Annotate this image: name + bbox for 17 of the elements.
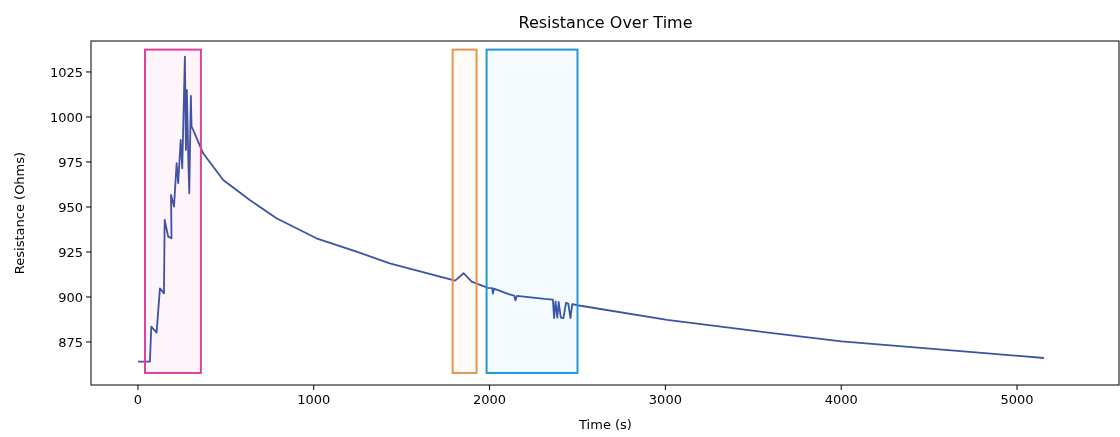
y-tick-label: 900 <box>58 289 83 305</box>
y-tick-label: 1000 <box>49 109 83 125</box>
x-tick-label: 5000 <box>1000 392 1034 407</box>
chart-title: Resistance Over Time <box>518 13 693 32</box>
x-tick-label: 2000 <box>473 392 507 407</box>
y-tick-label: 875 <box>58 334 83 350</box>
x-axis-title: Time (s) <box>578 417 632 432</box>
x-tick-label: 3000 <box>648 392 682 407</box>
y-tick-label: 975 <box>58 154 83 170</box>
x-tick-label: 0 <box>133 392 143 407</box>
y-tick-label: 925 <box>58 244 83 260</box>
x-tick-label: 1000 <box>297 392 331 407</box>
y-tick-label: 1025 <box>49 64 83 80</box>
y-tick-label: 950 <box>58 199 83 215</box>
x-tick-label: 4000 <box>824 392 858 407</box>
y-axis-title: Resistance (Ohms) <box>12 151 27 275</box>
line-series <box>137 55 1045 363</box>
